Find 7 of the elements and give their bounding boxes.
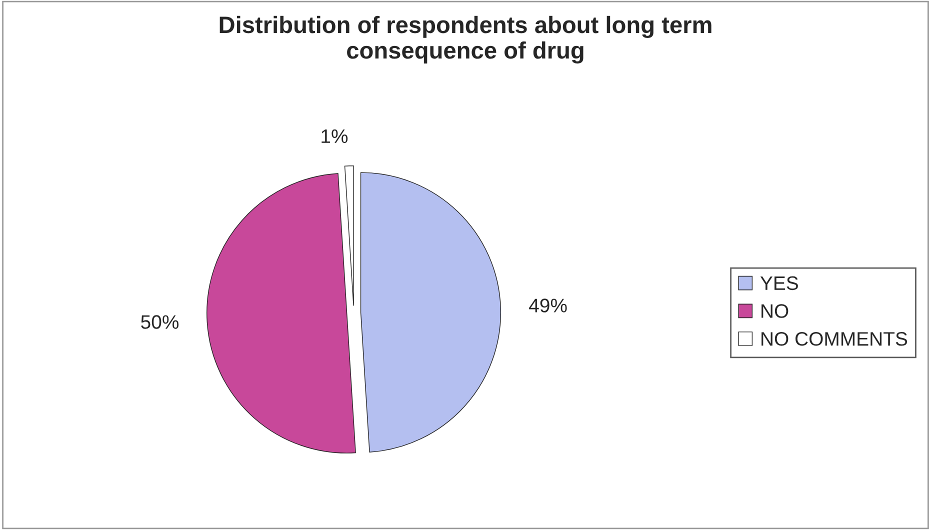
data-label: 49% xyxy=(529,298,567,312)
data-label: 50% xyxy=(141,315,179,329)
chart-title: Distribution of respondents about long term consequence of drug xyxy=(220,16,712,64)
legend-label: NO xyxy=(762,304,788,318)
data-label: 1% xyxy=(322,129,348,144)
legend-label: NO COMMENTS xyxy=(762,332,908,346)
legend-label: YES xyxy=(760,276,798,290)
